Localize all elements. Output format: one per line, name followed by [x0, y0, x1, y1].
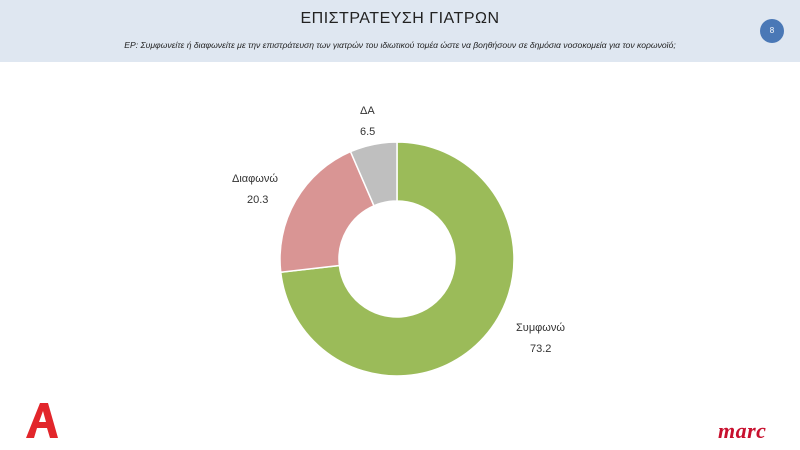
- header-band: ΕΠΙΣΤΡΑΤΕΥΣΗ ΓΙΑΤΡΩΝ ΕΡ: Συμφωνείτε ή δι…: [0, 0, 800, 62]
- slice-label-agree: Συμφωνώ: [516, 322, 565, 334]
- slice-label-dk: ΔΑ: [360, 105, 375, 117]
- slice-value-disagree: 20.3: [247, 194, 268, 206]
- slice-agree: [279, 141, 515, 377]
- slice-dk: [349, 141, 398, 207]
- marc-logo: marc: [718, 418, 767, 443]
- slice-disagree: [279, 150, 375, 274]
- slice-value-agree: 73.2: [530, 343, 551, 355]
- alpha-channel-logo-icon: [26, 403, 58, 438]
- page-number-badge: 8: [760, 19, 784, 43]
- donut-labels: Συμφωνώ 73.2 Διαφωνώ 20.3 ΔΑ 6.5: [232, 105, 565, 355]
- donut-slices: [279, 141, 515, 377]
- page-title: ΕΠΙΣΤΡΑΤΕΥΣΗ ΓΙΑΤΡΩΝ: [300, 10, 500, 27]
- slice-label-disagree: Διαφωνώ: [232, 173, 278, 185]
- survey-question: ΕΡ: Συμφωνείτε ή διαφωνείτε με την επιστ…: [124, 40, 676, 50]
- slice-value-dk: 6.5: [360, 126, 375, 138]
